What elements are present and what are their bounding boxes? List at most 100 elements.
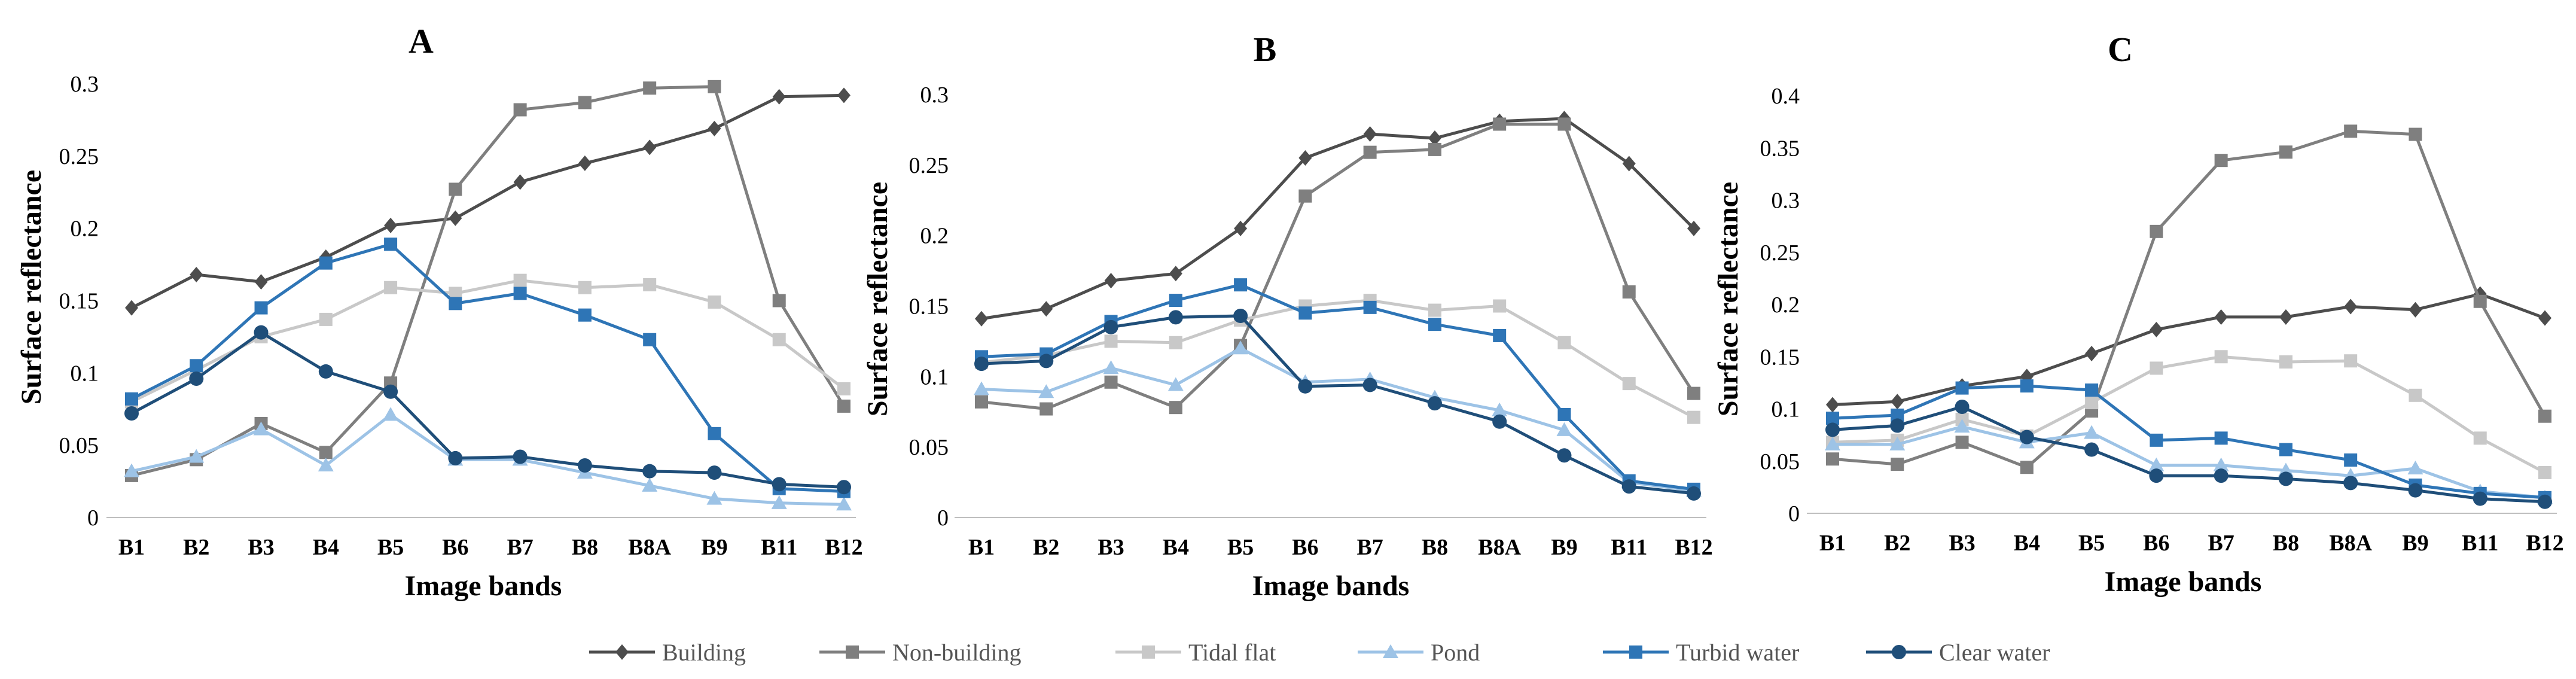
data-point <box>2278 471 2293 486</box>
x-tick-label: B11 <box>2462 531 2498 556</box>
x-tick-label: B5 <box>1227 535 1254 560</box>
data-point <box>1039 301 1053 317</box>
data-point <box>2538 465 2551 479</box>
x-tick-label: B1 <box>1819 531 1846 556</box>
legend-label: Tidal flat <box>1188 639 1276 666</box>
data-point <box>1557 336 1571 349</box>
legend-marker <box>1142 645 1155 659</box>
data-point <box>1104 273 1118 289</box>
series-non-building <box>1826 124 2551 474</box>
y-tick-label: 0.2 <box>71 217 99 242</box>
legend-item-non-building: Non-building <box>819 639 1022 666</box>
data-point <box>975 395 988 409</box>
series-clear-water <box>974 308 1701 501</box>
legend-label: Non-building <box>892 639 1022 666</box>
panel-title: C <box>2108 30 2133 69</box>
y-tick-labels: 0 0.05 0.1 0.15 0.2 0.25 0.3 <box>59 72 99 531</box>
data-point <box>1234 278 1248 292</box>
data-point <box>449 287 462 300</box>
legend-label: Turbid water <box>1676 639 1799 666</box>
x-tick-label: B7 <box>1356 535 1383 560</box>
data-point <box>1826 452 1839 466</box>
x-tick-label: B6 <box>2143 531 2169 556</box>
y-axis-title: Surface reflectance <box>862 182 894 416</box>
y-tick-label: 0.1 <box>920 364 949 389</box>
data-point <box>642 464 657 479</box>
y-tick-label: 0.2 <box>1772 293 1800 318</box>
x-tick-labels: B1 B2 B3 B4 B5 B6 B7 B8 B8A B9 B11 B12 <box>118 535 863 560</box>
data-point <box>254 325 269 340</box>
legend-item-turbid-water: Turbid water <box>1603 639 1799 666</box>
x-tick-labels: B1 B2 B3 B4 B5 B6 B7 B8 B8A B9 B11 B12 <box>1819 531 2564 556</box>
y-tick-label: 0.3 <box>71 72 99 97</box>
y-axis-title: Surface reflectance <box>16 170 47 404</box>
data-point <box>1891 457 1904 471</box>
x-tick-label: B8A <box>2329 531 2372 556</box>
data-point <box>2409 388 2422 402</box>
series-tidal-flat <box>975 294 1700 424</box>
data-point <box>1687 386 1700 400</box>
x-tick-label: B8 <box>2273 531 2299 556</box>
data-point <box>1038 384 1054 398</box>
data-point <box>2084 442 2099 457</box>
x-tick-label: B6 <box>1292 535 1318 560</box>
data-point <box>124 406 139 421</box>
data-point <box>1169 401 1182 415</box>
series-line <box>1832 293 2545 406</box>
y-tick-label: 0 <box>87 506 99 531</box>
y-tick-label: 0.3 <box>1772 188 1800 214</box>
data-point <box>1557 407 1571 421</box>
series-line <box>981 283 1694 491</box>
data-point <box>319 446 333 459</box>
data-point <box>2344 299 2358 315</box>
x-axis-title: Image bands <box>1252 570 1410 602</box>
data-point <box>449 297 462 310</box>
data-point <box>1557 448 1572 463</box>
chart-panel-a: A Surface reflectance Image bands 00.050… <box>16 22 863 602</box>
data-point <box>189 372 204 386</box>
data-point <box>1104 375 1118 389</box>
data-point <box>2279 443 2293 456</box>
data-point <box>2150 433 2163 447</box>
data-point <box>383 384 398 399</box>
series-line <box>981 117 1695 321</box>
data-point <box>1622 285 1636 299</box>
data-point <box>1298 306 1312 320</box>
data-point <box>1169 336 1182 349</box>
legend-item-tidal-flat: Tidal flat <box>1115 639 1276 666</box>
series-line <box>130 242 845 493</box>
data-point <box>1826 412 1839 425</box>
data-point <box>190 267 203 282</box>
series-line <box>1832 355 2546 474</box>
x-tick-label: B9 <box>2402 531 2428 556</box>
data-point <box>448 450 463 465</box>
series-group <box>124 80 852 511</box>
data-point <box>1039 402 1053 416</box>
data-point <box>1955 400 1970 415</box>
x-axis-title: Image bands <box>2105 566 2262 598</box>
data-point <box>2085 396 2099 410</box>
data-point <box>706 491 723 505</box>
data-point <box>1363 145 1377 159</box>
data-point <box>974 357 989 372</box>
data-point <box>772 333 786 346</box>
series-line <box>981 299 1695 419</box>
data-point <box>1233 308 1248 323</box>
data-point <box>319 256 333 270</box>
data-point <box>1428 130 1441 147</box>
data-point <box>1890 418 1905 433</box>
data-point <box>1556 422 1572 436</box>
chart-panel-b: B Surface reflectance Image bands 00.050… <box>862 30 1713 602</box>
series-pond <box>1825 419 2553 504</box>
data-point <box>975 310 988 327</box>
data-point <box>254 301 268 315</box>
series-turbid-water <box>125 238 850 498</box>
x-tick-label: B9 <box>1551 535 1577 560</box>
data-point <box>1687 486 1701 501</box>
legend-label: Clear water <box>1939 639 2050 666</box>
data-point <box>2407 460 2423 474</box>
legend-marker <box>1383 644 1398 658</box>
data-point <box>2344 354 2358 368</box>
series-group <box>974 111 1702 501</box>
data-point <box>124 463 139 477</box>
